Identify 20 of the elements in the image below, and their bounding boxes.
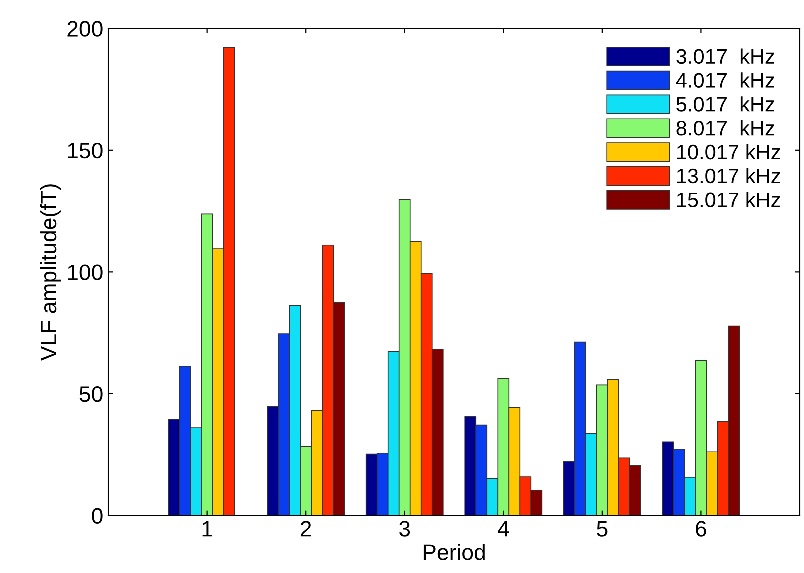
legend-label: 3.017 kHz <box>676 48 774 64</box>
y-tick-label: 0 <box>92 508 103 524</box>
y-tick-label: 50 <box>80 386 103 402</box>
x-tick-label: 3 <box>400 521 410 537</box>
legend-label: 15.017 kHz <box>677 192 780 208</box>
x-axis-title: Period <box>424 544 485 560</box>
legend-label: 5.017 kHz <box>676 96 774 112</box>
legend-label: 13.017 kHz <box>677 168 780 184</box>
y-tick-label: 150 <box>68 142 103 159</box>
y-tick-label: 100 <box>68 264 103 280</box>
legend-label: 10.017 kHz <box>677 144 780 160</box>
x-tick-label: 4 <box>498 521 510 537</box>
x-tick-label: 2 <box>301 521 312 537</box>
x-tick-label: 5 <box>597 521 608 537</box>
legend-label: 4.017 kHz <box>676 72 774 88</box>
y-tick-label: 200 <box>68 21 103 37</box>
x-tick-label: 1 <box>202 521 212 537</box>
x-tick-label: 6 <box>696 521 706 537</box>
legend-label: 8.017 kHz <box>676 120 774 136</box>
y-axis-title: VLF amplitude(fT) <box>40 184 62 361</box>
